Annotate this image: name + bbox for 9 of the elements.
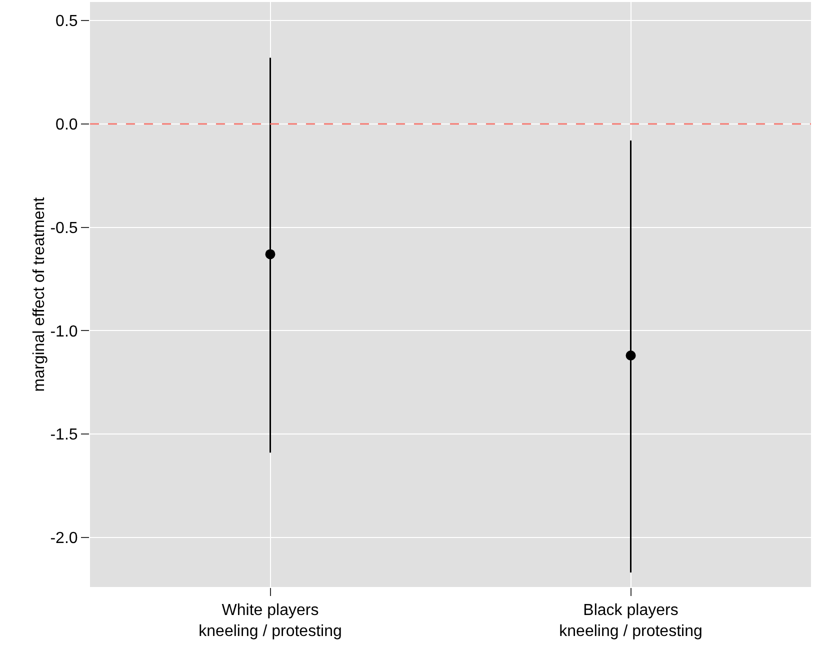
y-tick-label: -2.0 bbox=[50, 530, 78, 547]
y-axis-title: marginal effect of treatment bbox=[31, 196, 48, 392]
y-tick-label: -1.5 bbox=[50, 426, 78, 444]
y-tick-label: 0.0 bbox=[56, 116, 78, 134]
y-tick-label: -0.5 bbox=[50, 220, 78, 237]
x-tick-label: Black players kneeling / protesting bbox=[559, 602, 702, 640]
y-tick-label: -1.0 bbox=[50, 323, 78, 340]
x-tick-label: White players kneeling / protesting bbox=[198, 602, 342, 640]
y-tick-label: 0.5 bbox=[56, 13, 78, 30]
